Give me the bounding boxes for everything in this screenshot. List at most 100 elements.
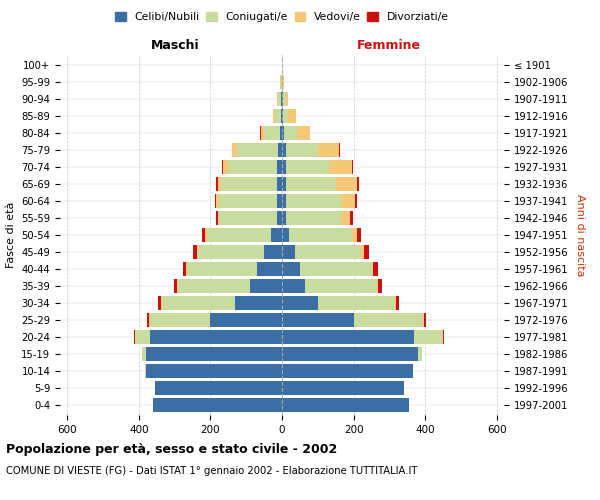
Bar — [211, 313, 282, 327]
Bar — [134, 330, 135, 344]
Bar — [282, 262, 300, 276]
Bar — [371, 262, 373, 276]
Bar — [282, 160, 286, 174]
Bar — [277, 160, 282, 174]
Bar — [361, 245, 364, 259]
Bar — [281, 109, 282, 123]
Bar — [149, 313, 211, 327]
Bar — [289, 228, 352, 242]
Bar — [352, 160, 353, 174]
Bar — [282, 177, 286, 191]
Bar — [278, 92, 281, 106]
Bar — [232, 143, 237, 157]
Bar — [260, 126, 264, 140]
Bar — [217, 194, 220, 208]
Bar — [282, 143, 286, 157]
Bar — [282, 245, 295, 259]
Bar — [295, 245, 361, 259]
Bar — [350, 211, 353, 225]
Bar — [378, 279, 382, 293]
Bar — [282, 347, 418, 361]
Bar — [149, 330, 282, 344]
Bar — [286, 160, 329, 174]
Bar — [424, 313, 426, 327]
Y-axis label: Fasce di età: Fasce di età — [5, 202, 16, 268]
Bar — [355, 194, 357, 208]
Bar — [282, 364, 413, 378]
Bar — [283, 75, 284, 89]
Bar — [277, 177, 282, 191]
Bar — [357, 228, 361, 242]
Bar — [283, 109, 289, 123]
Legend: Celibi/Nubili, Coniugati/e, Vedovi/e, Divorziati/e: Celibi/Nubili, Coniugati/e, Vedovi/e, Di… — [113, 10, 451, 24]
Bar — [162, 296, 235, 310]
Bar — [282, 194, 286, 208]
Bar — [237, 143, 278, 157]
Bar — [257, 262, 282, 276]
Bar — [282, 92, 283, 106]
Y-axis label: Anni di nascita: Anni di nascita — [575, 194, 585, 276]
Bar — [278, 143, 282, 157]
Bar — [218, 177, 221, 191]
Text: COMUNE DI VIESTE (FG) - Dati ISTAT 1° gennaio 2002 - Elaborazione TUTTITALIA.IT: COMUNE DI VIESTE (FG) - Dati ISTAT 1° ge… — [6, 466, 418, 476]
Bar — [282, 211, 286, 225]
Bar — [205, 228, 207, 242]
Bar — [183, 262, 187, 276]
Bar — [145, 364, 146, 378]
Bar — [155, 381, 282, 395]
Bar — [282, 381, 404, 395]
Bar — [271, 228, 282, 242]
Bar — [329, 160, 352, 174]
Bar — [373, 262, 377, 276]
Bar — [178, 279, 250, 293]
Bar — [220, 194, 277, 208]
Bar — [158, 296, 161, 310]
Bar — [135, 330, 149, 344]
Bar — [305, 279, 377, 293]
Bar — [193, 245, 197, 259]
Bar — [235, 296, 282, 310]
Bar — [272, 109, 275, 123]
Bar — [282, 398, 409, 412]
Bar — [336, 177, 357, 191]
Bar — [187, 262, 257, 276]
Bar — [286, 194, 341, 208]
Bar — [418, 347, 422, 361]
Bar — [215, 194, 217, 208]
Bar — [281, 92, 282, 106]
Bar — [282, 279, 305, 293]
Text: Femmine: Femmine — [356, 38, 421, 52]
Bar — [223, 160, 228, 174]
Bar — [277, 194, 282, 208]
Bar — [341, 194, 355, 208]
Bar — [275, 109, 281, 123]
Bar — [286, 177, 336, 191]
Bar — [264, 245, 282, 259]
Bar — [220, 211, 277, 225]
Bar — [142, 347, 146, 361]
Bar — [286, 143, 318, 157]
Text: Maschi: Maschi — [151, 38, 200, 52]
Bar — [222, 160, 223, 174]
Bar — [146, 347, 282, 361]
Bar — [286, 211, 341, 225]
Bar — [286, 92, 289, 106]
Bar — [283, 92, 286, 106]
Bar — [264, 126, 280, 140]
Bar — [148, 313, 149, 327]
Bar — [395, 296, 396, 310]
Bar — [146, 364, 282, 378]
Bar — [280, 126, 282, 140]
Bar — [197, 245, 198, 259]
Bar — [318, 143, 339, 157]
Bar — [218, 211, 220, 225]
Bar — [250, 279, 282, 293]
Bar — [198, 245, 264, 259]
Bar — [277, 211, 282, 225]
Bar — [282, 109, 283, 123]
Bar — [284, 126, 298, 140]
Text: Popolazione per età, sesso e stato civile - 2002: Popolazione per età, sesso e stato civil… — [6, 442, 337, 456]
Bar — [282, 126, 284, 140]
Bar — [353, 313, 424, 327]
Bar — [221, 177, 277, 191]
